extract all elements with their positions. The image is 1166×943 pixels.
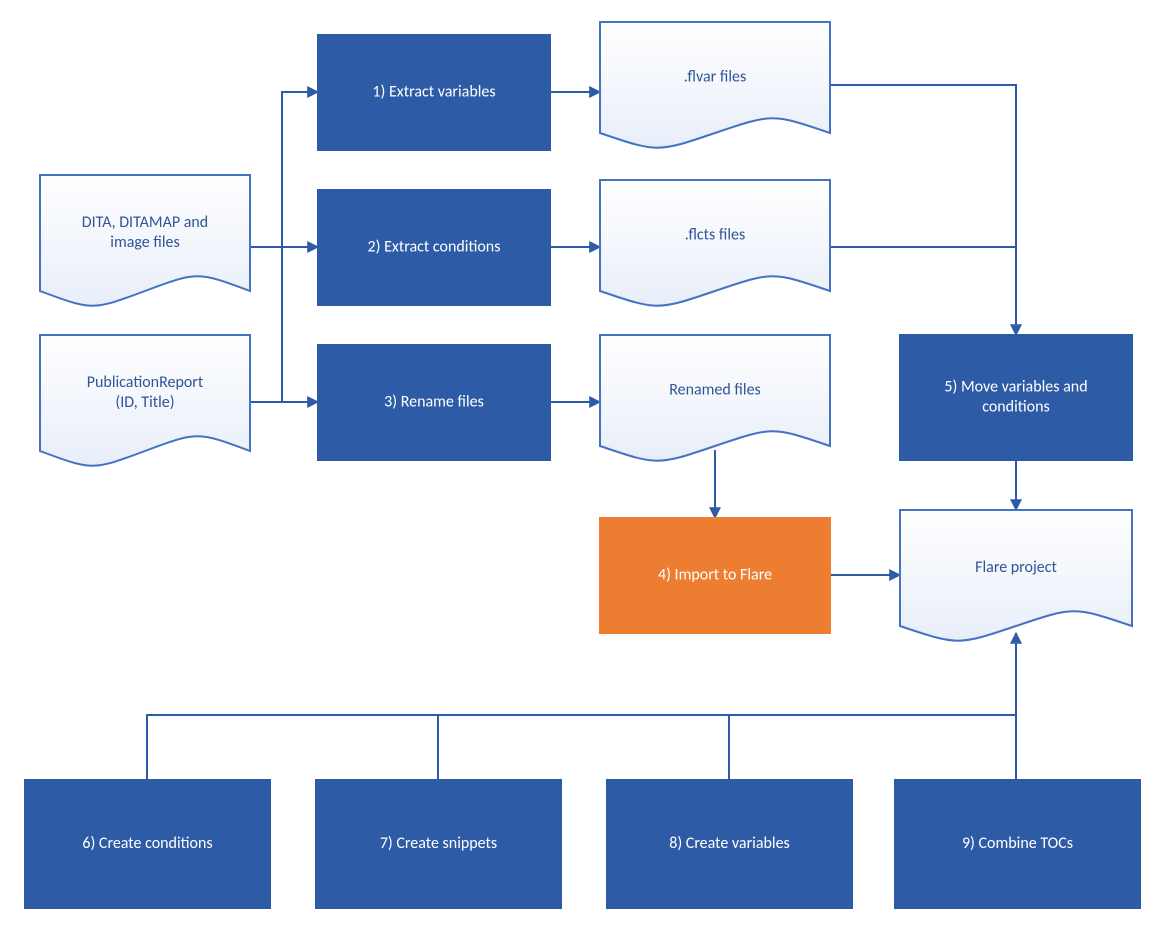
node-n_input1: DITA, DITAMAP andimage files <box>40 175 250 306</box>
connector <box>147 633 1016 780</box>
node-n_step3: 3) Rename files <box>318 345 550 460</box>
connector <box>830 85 1016 335</box>
node-n_step7: 7) Create snippets <box>316 780 561 908</box>
node-label: 4) Import to Flare <box>658 565 772 584</box>
node-n_step1: 1) Extract variables <box>318 35 550 150</box>
connector <box>250 92 318 247</box>
node-label: (ID, Title) <box>115 393 174 412</box>
node-n_out3: Renamed files <box>600 335 830 461</box>
node-label: DITA, DITAMAP and <box>82 213 208 232</box>
node-n_step8: 8) Create variables <box>607 780 852 908</box>
node-label: Renamed files <box>669 380 761 399</box>
node-label: 6) Create conditions <box>82 834 212 853</box>
node-n_flare: Flare project <box>900 510 1132 641</box>
node-label: Flare project <box>975 558 1057 577</box>
node-label: PublicationReport <box>87 373 204 392</box>
node-label: 8) Create variables <box>669 834 790 853</box>
node-n_out2: .flcts files <box>600 180 830 306</box>
node-n_step2: 2) Extract conditions <box>318 190 550 305</box>
node-label: 5) Move variables and <box>944 377 1087 396</box>
node-label: 1) Extract variables <box>372 82 495 101</box>
node-n_step9: 9) Combine TOCs <box>895 780 1140 908</box>
flowchart-canvas: DITA, DITAMAP andimage files PublicationR… <box>0 0 1166 943</box>
node-n_step4: 4) Import to Flare <box>600 518 830 633</box>
node-label: 3) Rename files <box>384 392 484 411</box>
connector <box>250 247 318 402</box>
node-label: 9) Combine TOCs <box>962 834 1073 853</box>
node-label: .flcts files <box>685 225 746 244</box>
nodes: DITA, DITAMAP andimage files PublicationR… <box>25 22 1140 908</box>
node-label: .flvar files <box>684 67 746 86</box>
node-n_input2: PublicationReport(ID, Title) <box>40 335 250 466</box>
node-label: 2) Extract conditions <box>368 237 501 256</box>
node-label: conditions <box>982 397 1050 416</box>
edges <box>147 85 1016 780</box>
node-label: image files <box>110 233 179 252</box>
node-n_step6: 6) Create conditions <box>25 780 270 908</box>
node-n_step5: 5) Move variables andconditions <box>900 335 1132 460</box>
node-n_out1: .flvar files <box>600 22 830 148</box>
node-label: 7) Create snippets <box>380 834 497 853</box>
